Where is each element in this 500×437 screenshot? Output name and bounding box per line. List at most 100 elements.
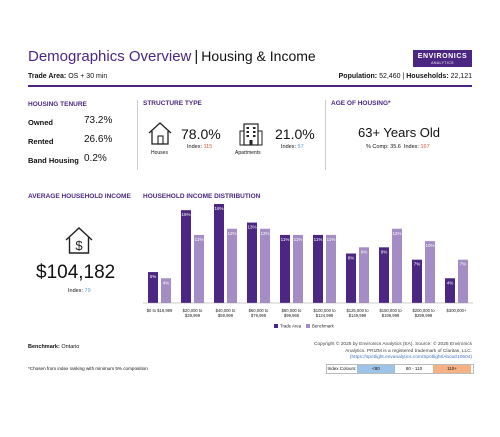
income-distribution-chart: 5% 15% 16% 13% 11% 11% 8% 9% 7% 4% 4% 11% 12% 12% 11% 1… (143, 202, 473, 340)
bar-benchmark (392, 228, 402, 303)
age-title: AGE OF HOUSING* (331, 100, 391, 107)
tenure-owned-value: 73.2% (84, 115, 113, 126)
bar-value-label: 13% (247, 225, 256, 230)
bar-value-label: 16% (214, 206, 223, 211)
age-comp-value: 35.6 (390, 144, 401, 150)
environics-logo: ENVIRONICS ANALYTICS (413, 50, 472, 67)
x-tick-label: $299,999 (415, 313, 433, 318)
benchmark-label: Benchmark: (28, 344, 60, 350)
x-tick-label: $79,999 (251, 313, 267, 318)
tenure-rented-value: 26.6% (84, 134, 113, 145)
avg-income-index-value: 79 (84, 288, 91, 294)
bar-value-label: 4% (163, 280, 170, 285)
x-tick-label: $80,000 to (282, 308, 302, 313)
trade-area: Trade Area: OS + 30 min (28, 73, 107, 80)
avg-income-value: $104,182 (36, 262, 116, 283)
bar-benchmark (293, 234, 303, 303)
copyright-line-2: Analytics. PRIZM is a registered tradema… (345, 348, 472, 354)
bar-trade-area (412, 259, 422, 303)
bar-value-label: 15% (181, 212, 190, 217)
x-tick-label: $99,999 (284, 313, 300, 318)
age-index-label: Index: (403, 144, 419, 150)
apartments-pct: 21.0% (275, 126, 315, 142)
bar-benchmark (326, 234, 336, 303)
population-households: Population: 52,460 | Households: 22,121 (339, 73, 472, 80)
chart-svg: 5% 15% 16% 13% 11% 11% 8% 9% 7% 4% 4% 11% 12% 12% 11% 1… (143, 204, 473, 329)
copyright-link[interactable]: (https://spotlight.envanalytics.com/Spot… (349, 355, 472, 360)
x-tick-label: $124,999 (316, 313, 334, 318)
x-tick-label: $150,000 to (379, 308, 402, 313)
legend-title: Index Colours: (327, 366, 357, 371)
x-tick-label: $40,000 to (216, 308, 236, 313)
bar-trade-area (280, 234, 290, 303)
bar-benchmark (458, 259, 468, 303)
bar-trade-area (247, 222, 257, 303)
bar-value-label: 12% (392, 231, 401, 236)
legend-high: 110+ (433, 365, 471, 373)
bar-trade-area (313, 234, 323, 303)
distribution-title: HOUSEHOLD INCOME DISTRIBUTION (143, 193, 261, 200)
page-title: Demographics Overview | Housing & Income (28, 48, 316, 65)
tenure-rented-label: Rented (28, 137, 54, 146)
header-rule (28, 85, 472, 87)
houses-pct: 78.0% (181, 126, 221, 142)
bar-trade-area (379, 247, 389, 303)
x-tick-label: $125,000 to (346, 308, 369, 313)
bar-trade-area (346, 253, 356, 303)
bar-value-label: 11% (327, 237, 336, 242)
age-composition: % Comp: 35.6 Index: 167 (366, 144, 430, 150)
bar-value-label: 4% (447, 280, 454, 285)
bar-benchmark (359, 247, 369, 303)
copyright-line-1: Copyright © 2025 by Environics Analytics… (314, 342, 472, 347)
title-subtitle: Housing & Income (201, 48, 316, 64)
x-tick-label: $39,999 (185, 313, 201, 318)
legend-swatch (274, 324, 278, 328)
x-tick-label: $60,000 to (249, 308, 269, 313)
households-value: 22,121 (450, 73, 472, 80)
tenure-owned-label: Owned (28, 118, 54, 127)
bar-value-label: 12% (260, 231, 269, 236)
divider (137, 100, 138, 170)
bar-value-label: 8% (348, 256, 355, 261)
index-colours-legend: Index Colours: <80 80 - 110 110+ (326, 364, 474, 374)
x-tick-label: $149,999 (349, 313, 367, 318)
apartments-index-label: Index: (281, 144, 296, 150)
trade-area-value: OS + 30 min (68, 73, 108, 80)
bar-benchmark (227, 228, 237, 303)
bar-value-label: 12% (227, 231, 236, 236)
tenure-title: HOUSING TENURE (28, 101, 87, 108)
title-main: Demographics Overview (28, 48, 192, 65)
legend-low: <80 (357, 365, 395, 373)
bar-value-label: 10% (425, 243, 434, 248)
bar-benchmark (425, 241, 435, 303)
apartments-index-value: 57 (297, 144, 304, 150)
apartment-icon (239, 123, 263, 146)
avg-income-index: Index: 79 (68, 288, 91, 294)
bar-value-label: 7% (414, 262, 421, 267)
apartments-index: Index: 57 (281, 144, 304, 150)
avg-income-index-label: Index: (68, 288, 83, 294)
bar-trade-area (148, 272, 158, 303)
age-index-value: 167 (420, 144, 430, 150)
age-comp-label: % Comp: (366, 144, 389, 150)
avg-income-title: AVERAGE HOUSEHOLD INCOME (28, 193, 131, 200)
tenure-band-value: 0.2% (84, 153, 107, 164)
benchmark: Benchmark: Ontario (28, 344, 79, 350)
benchmark-value: Ontario (61, 344, 80, 350)
age-value: 63+ Years Old (358, 125, 441, 140)
bar-value-label: 7% (460, 262, 467, 267)
house-icon (148, 122, 172, 145)
legend-label: Benchmark (312, 324, 335, 329)
house-dollar-icon: $ (65, 227, 93, 254)
x-tick-label: $300,000+ (447, 308, 467, 313)
bar-benchmark (260, 228, 270, 303)
x-tick-label: $20,000 to (183, 308, 203, 313)
population-separator: | (402, 73, 405, 80)
bar-trade-area (445, 278, 455, 303)
tenure-band-label: Band Housing (28, 156, 79, 165)
apartments-label: Apartments (235, 150, 261, 156)
x-tick-label: $199,999 (382, 313, 400, 318)
structure-title: STRUCTURE TYPE (143, 100, 202, 107)
bar-value-label: 5% (150, 274, 157, 279)
legend-mid: 80 - 110 (395, 365, 433, 373)
